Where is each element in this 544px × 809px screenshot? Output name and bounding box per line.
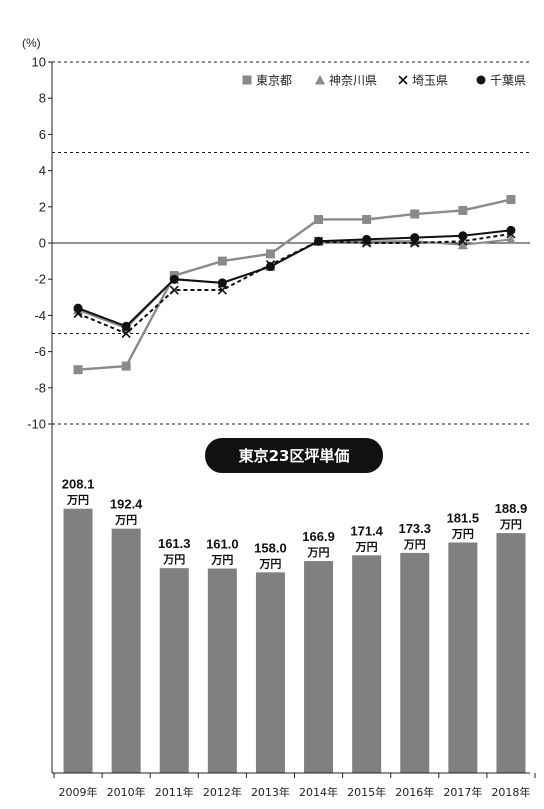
series-0 xyxy=(73,195,516,375)
data-point-cross xyxy=(217,285,227,295)
x-tick-label: 2018年 xyxy=(491,785,530,799)
bar xyxy=(400,552,430,773)
data-point-square xyxy=(362,214,372,224)
data-point-circle xyxy=(265,262,275,272)
series-line xyxy=(77,229,512,328)
x-tick-label: 2012年 xyxy=(203,785,242,799)
data-point-circle xyxy=(169,274,179,284)
data-point-circle xyxy=(362,234,372,244)
data-point-square xyxy=(242,75,252,85)
bar-unit-label: 万円 xyxy=(258,557,281,570)
bar-unit-label: 万円 xyxy=(210,554,233,567)
legend-label: 埼玉県 xyxy=(412,74,448,88)
y-tick-label: 6 xyxy=(39,127,46,142)
data-point-triangle xyxy=(315,75,325,85)
data-point-cross xyxy=(121,328,131,339)
data-point-circle xyxy=(476,75,486,85)
data-point-square xyxy=(121,361,131,371)
x-tick-label: 2013年 xyxy=(251,785,290,799)
y-tick-label: 4 xyxy=(39,163,46,178)
y-tick-label: -10 xyxy=(27,417,46,432)
x-tick-label: 2016年 xyxy=(395,785,434,799)
bar-unit-label: 万円 xyxy=(162,553,185,566)
data-point-square xyxy=(458,205,468,215)
data-point-triangle xyxy=(457,239,468,250)
bar xyxy=(255,572,285,773)
bar xyxy=(63,508,93,773)
data-point-circle xyxy=(458,231,468,241)
y-axis-unit-label: (%) xyxy=(22,36,41,50)
data-point-square xyxy=(217,256,227,266)
data-point-square xyxy=(410,209,420,219)
bar-value-label: 171.4 xyxy=(350,523,383,538)
bar-unit-label: 万円 xyxy=(114,514,137,527)
data-point-circle xyxy=(506,225,516,235)
x-tick-label: 2010年 xyxy=(107,785,146,799)
x-tick-label: 2017年 xyxy=(443,785,482,799)
bar-value-label: 208.1 xyxy=(62,477,95,492)
y-tick-label: 10 xyxy=(32,55,46,70)
y-tick-label: -6 xyxy=(34,344,46,359)
legend-label: 神奈川県 xyxy=(329,74,377,88)
data-point-cross xyxy=(398,75,408,85)
bar xyxy=(352,555,382,773)
line-chart-panel: (%) 10 8 6 4 2 0 -2 -4 -6 -8 -10 東京都 神奈川県 埼玉県 千葉県 xyxy=(22,36,530,432)
x-tick-label: 2011年 xyxy=(155,785,194,799)
bar-value-label: 181.5 xyxy=(447,510,480,525)
bar xyxy=(159,568,189,773)
data-point-circle xyxy=(121,321,131,331)
y-tick-label: -2 xyxy=(34,272,46,287)
data-point-square xyxy=(265,249,275,259)
y-tick-label: 8 xyxy=(39,91,46,106)
data-point-triangle xyxy=(505,234,516,244)
data-point-circle xyxy=(73,303,83,313)
bar-value-label: 161.0 xyxy=(206,537,239,552)
bar-chart-title: 東京23区坪単価 xyxy=(239,447,350,465)
bar-value-label: 173.3 xyxy=(398,521,431,536)
bar-chart-panel: 東京23区坪単価 208.1 万円 192.4 万円 161.3 万円 161.0 万円 158… xyxy=(51,424,536,799)
series-1 xyxy=(73,234,516,333)
bar xyxy=(304,561,334,773)
data-point-square xyxy=(506,195,516,205)
bar xyxy=(111,528,141,773)
y-tick-label: 2 xyxy=(39,199,46,214)
bar-chart-title-badge xyxy=(205,438,383,473)
bar xyxy=(207,568,237,773)
y-tick-label: 0 xyxy=(39,236,46,251)
x-tick-label: 2015年 xyxy=(347,785,386,799)
x-tick-label: 2009年 xyxy=(59,785,98,799)
data-point-circle xyxy=(217,278,227,288)
bar-unit-label: 万円 xyxy=(451,527,474,540)
data-point-cross xyxy=(169,285,179,295)
legend: 東京都 神奈川県 埼玉県 千葉県 xyxy=(242,74,526,88)
bar-value-label: 192.4 xyxy=(110,497,143,512)
series-2 xyxy=(73,229,516,339)
bar-unit-label: 万円 xyxy=(307,546,330,559)
bar-value-label: 158.0 xyxy=(254,540,287,555)
y-tick-label: -8 xyxy=(34,380,46,395)
data-point-circle xyxy=(410,233,420,243)
bar-value-label: 166.9 xyxy=(302,529,335,544)
data-point-square xyxy=(73,365,83,375)
bar-unit-label: 万円 xyxy=(499,518,522,531)
bar-unit-label: 万円 xyxy=(66,494,89,507)
y-tick-label: -4 xyxy=(34,308,46,323)
bar xyxy=(496,533,526,773)
x-tick-label: 2014年 xyxy=(299,785,338,799)
legend-label: 千葉県 xyxy=(490,74,526,88)
bar-value-label: 161.3 xyxy=(158,536,191,551)
bar xyxy=(448,542,478,773)
legend-label: 東京都 xyxy=(256,74,292,88)
data-point-square xyxy=(314,214,324,224)
series-3 xyxy=(73,225,516,331)
bar-value-label: 188.9 xyxy=(495,501,528,516)
series-line xyxy=(77,198,512,371)
series-line xyxy=(77,232,512,335)
bar-unit-label: 万円 xyxy=(355,540,378,553)
bar-unit-label: 万円 xyxy=(403,538,426,551)
data-point-circle xyxy=(314,236,324,246)
